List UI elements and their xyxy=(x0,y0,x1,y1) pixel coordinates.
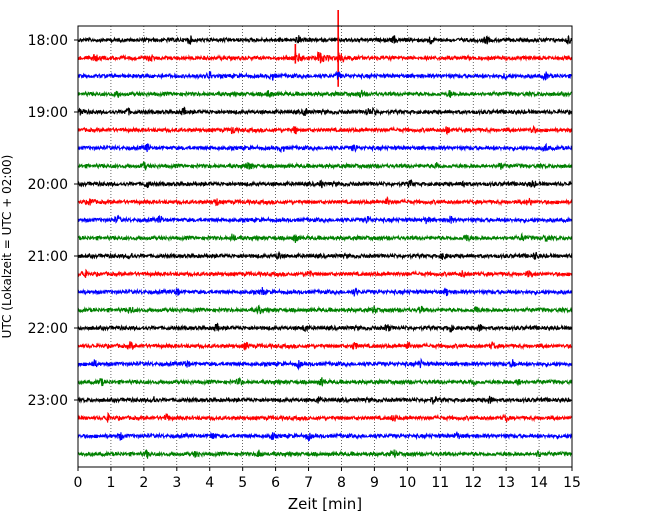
trace-2115 xyxy=(77,268,573,279)
trace-layer xyxy=(77,10,573,459)
y-tick-label: 20:00 xyxy=(28,177,68,193)
trace-1815 xyxy=(77,51,573,64)
x-tick-label: 12 xyxy=(464,475,482,491)
trace-2130 xyxy=(77,287,573,297)
x-tick-label: 8 xyxy=(337,475,346,491)
trace-2245 xyxy=(77,376,573,388)
trace-1945 xyxy=(77,161,573,172)
trace-1900 xyxy=(77,106,573,117)
x-tick-label: 1 xyxy=(106,475,115,491)
y-tick-label: 18:00 xyxy=(28,33,68,49)
trace-1830 xyxy=(77,70,573,82)
trace-2145 xyxy=(77,304,573,315)
x-tick-label: 2 xyxy=(139,475,148,491)
trace-2200 xyxy=(77,322,573,333)
trace-2000 xyxy=(77,179,573,189)
y-axis-ticks: 18:00 19:00 20:00 21:00 22:00 23:00 xyxy=(28,33,78,409)
x-tick-label: 15 xyxy=(563,475,581,491)
trace-1800 xyxy=(77,34,573,45)
x-axis-label: Zeit [min] xyxy=(288,495,362,513)
trace-2100 xyxy=(77,251,573,261)
trace-2230 xyxy=(77,357,573,371)
trace-1930 xyxy=(77,142,573,154)
y-tick-label: 23:00 xyxy=(28,393,68,409)
x-tick-label: 10 xyxy=(398,475,416,491)
trace-2300 xyxy=(77,395,573,405)
trace-1915 xyxy=(77,124,573,136)
x-tick-label: 7 xyxy=(304,475,313,491)
y-tick-label: 19:00 xyxy=(28,105,68,121)
x-tick-label: 11 xyxy=(431,475,449,491)
trace-2030 xyxy=(77,214,573,225)
x-tick-label: 0 xyxy=(74,475,83,491)
trace-2315 xyxy=(77,411,573,423)
y-tick-label: 22:00 xyxy=(28,321,68,337)
x-tick-label: 4 xyxy=(205,475,214,491)
x-axis-ticks: 0 1 2 3 4 5 6 7 8 9 10 11 12 13 14 15 xyxy=(74,467,581,491)
trace-2330 xyxy=(77,431,573,443)
trace-2015 xyxy=(77,195,573,207)
trace-2215 xyxy=(77,341,573,351)
trace-1845 xyxy=(77,89,573,98)
y-tick-label: 21:00 xyxy=(28,249,68,265)
x-tick-label: 13 xyxy=(497,475,515,491)
x-tick-label: 14 xyxy=(530,475,548,491)
plot-frame xyxy=(77,25,573,468)
x-tick-label: 5 xyxy=(238,475,247,491)
x-tick-label: 6 xyxy=(271,475,280,491)
x-tick-label: 9 xyxy=(370,475,379,491)
x-tick-label: 3 xyxy=(172,475,181,491)
trace-2345 xyxy=(77,449,573,459)
y-axis-label: UTC (Lokalzeit = UTC + 02:00) xyxy=(0,155,14,339)
trace-2045 xyxy=(77,232,573,244)
